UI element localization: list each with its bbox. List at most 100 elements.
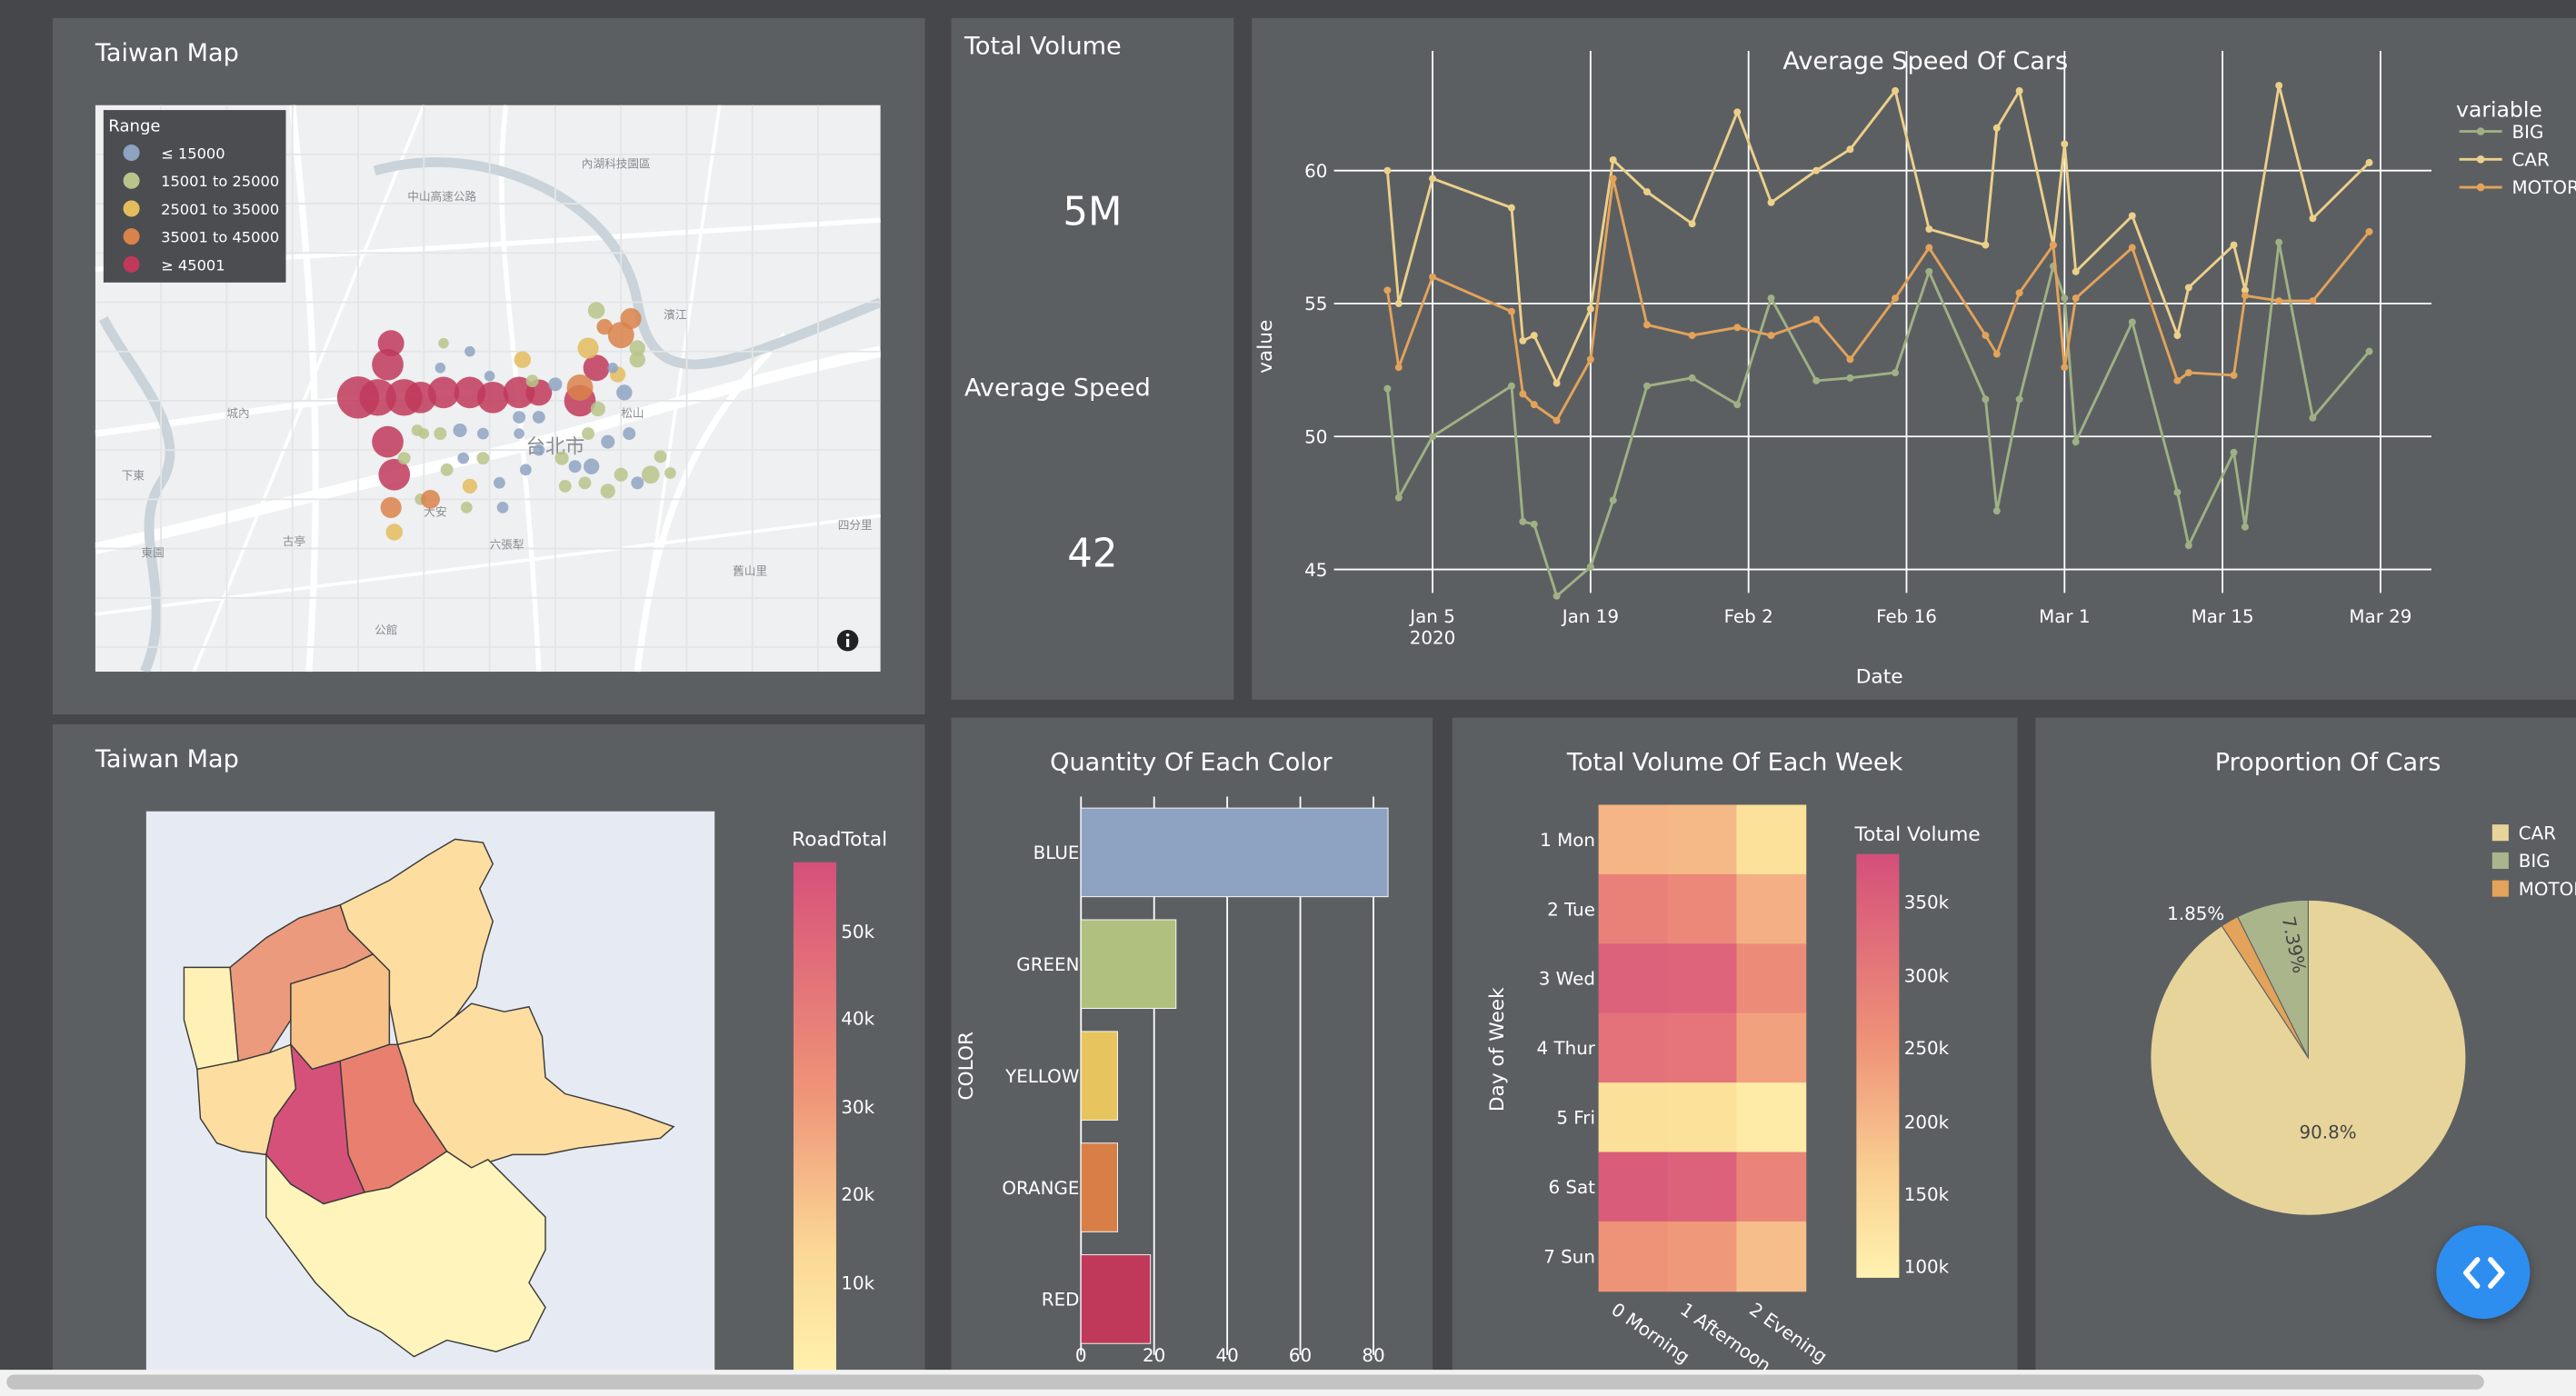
series-point	[1925, 267, 1933, 275]
legend-label: BIG	[2512, 122, 2544, 143]
traffic-point	[372, 348, 404, 381]
legend-label: BIG	[2519, 851, 2551, 872]
series-point	[2365, 347, 2373, 355]
series-point	[1530, 401, 1538, 409]
horizontal-scrollbar[interactable]	[0, 1370, 2576, 1396]
colorbar-title: Total Volume	[1854, 823, 1981, 846]
x-tick-label: Jan 19	[1561, 606, 1619, 627]
traffic-point	[421, 489, 440, 509]
color-bar-chart[interactable]: Quantity Of Each Color COLOR 0 20 40 60 80 BL…	[951, 718, 1433, 1373]
bar-orange	[1080, 1142, 1118, 1232]
region-choropleth[interactable]: RoadTotal 50k 40k 30k 20k 10k	[53, 724, 925, 1373]
point-map[interactable]: 內湖科技園區 中山高速公路 城內 下東 東園 古亭 大安 六張犁 台北市 松山 …	[95, 105, 881, 673]
series-point	[1429, 433, 1437, 441]
series-point	[1609, 174, 1617, 183]
x-tick-label: Feb 16	[1876, 606, 1937, 627]
chart-title: Total Volume Of Each Week	[1566, 749, 1903, 777]
series-point	[1982, 332, 1990, 340]
average-speed-title: Average Speed	[964, 373, 1151, 403]
legend-label: CAR	[2519, 823, 2556, 843]
traffic-point	[462, 478, 478, 494]
code-toggle-button[interactable]	[2436, 1225, 2531, 1320]
traffic-point	[418, 428, 430, 439]
series-point	[1519, 517, 1527, 525]
place-label: 下東	[122, 469, 145, 483]
y-tick-label: GREEN	[1016, 954, 1079, 975]
traffic-point	[438, 337, 449, 349]
code-brackets-icon	[2462, 1256, 2504, 1288]
traffic-point	[484, 371, 495, 382]
legend-label: 15001 to 25000	[161, 173, 279, 190]
series-point	[1553, 592, 1561, 600]
traffic-point	[596, 318, 613, 335]
traffic-point	[601, 434, 615, 449]
series-point	[2173, 376, 2182, 384]
heatmap-cell	[1736, 943, 1807, 1014]
series-point	[1767, 294, 1775, 303]
traffic-point	[476, 381, 509, 414]
series-point	[1519, 336, 1527, 344]
series-point	[1925, 244, 1933, 252]
traffic-point	[440, 463, 454, 476]
line-legend[interactable]: variable BIG CAR MOTOR	[2456, 96, 2576, 198]
series-point	[2049, 241, 2057, 249]
info-icon[interactable]	[836, 630, 859, 652]
series-point	[2365, 158, 2373, 166]
series-point	[2061, 140, 2069, 148]
pie-legend[interactable]: CAR BIG MOTOR	[2491, 823, 2576, 900]
colorbar-tick: 40k	[841, 1009, 874, 1030]
traffic-point	[607, 363, 618, 374]
series-point	[1383, 384, 1392, 393]
traffic-point	[583, 354, 610, 382]
series-point	[1586, 304, 1594, 313]
heatmap-cell	[1667, 1012, 1738, 1084]
place-label: 中山高速公路	[407, 189, 476, 203]
traffic-point	[558, 479, 572, 493]
heatmap-cell	[1598, 1152, 1669, 1222]
series-point	[1519, 390, 1527, 398]
heatmap-cell	[1667, 873, 1738, 945]
series-point	[2128, 244, 2136, 252]
traffic-points	[336, 302, 676, 541]
heatmap-cell	[1598, 1221, 1669, 1292]
traffic-point	[434, 363, 446, 374]
traffic-point	[494, 476, 505, 489]
y-tick-label: 5 Fri	[1556, 1108, 1595, 1129]
series-point	[1892, 86, 1900, 95]
x-tick-label: 0	[1075, 1345, 1087, 1366]
traffic-point	[372, 425, 404, 458]
y-tick-label: ORANGE	[1002, 1178, 1079, 1199]
traffic-point	[616, 384, 633, 401]
series-point	[1383, 166, 1392, 174]
car-proportion-pie[interactable]: Proportion Of Cars 90.8%7.39%1.85% CAR BI…	[2035, 718, 2576, 1373]
series-point	[1507, 204, 1515, 212]
x-tick-label: 80	[1362, 1345, 1384, 1366]
y-tick-label: 50	[1304, 426, 1327, 447]
series-point	[2184, 284, 2192, 292]
legend-marker	[2476, 127, 2485, 135]
traffic-point	[623, 427, 636, 441]
traffic-point	[532, 411, 545, 424]
place-label: 舊山里	[733, 563, 767, 577]
kpi-panel: Total Volume 5M Average Speed 42	[951, 17, 1234, 700]
series-point	[2173, 488, 2182, 496]
y-tick-label: 7 Sun	[1543, 1246, 1595, 1267]
traffic-point	[385, 524, 404, 541]
heatmap-cell	[1598, 1082, 1669, 1153]
chart-title: Proportion Of Cars	[2215, 749, 2441, 777]
place-label: 古亭	[283, 534, 305, 548]
series-point	[2128, 318, 2136, 326]
traffic-point	[460, 502, 473, 514]
traffic-point	[582, 427, 594, 441]
scrollbar-thumb[interactable]	[6, 1374, 2484, 1390]
series-point	[1982, 241, 1990, 249]
heatmap-cell	[1667, 1152, 1738, 1222]
series-point	[2230, 371, 2238, 379]
week-heatmap[interactable]: Total Volume Of Each Week Day of Week 1 …	[1453, 718, 2018, 1373]
series-point	[2309, 214, 2317, 223]
series-point	[2275, 238, 2283, 246]
traffic-point	[380, 496, 402, 518]
series-point	[1586, 355, 1594, 364]
